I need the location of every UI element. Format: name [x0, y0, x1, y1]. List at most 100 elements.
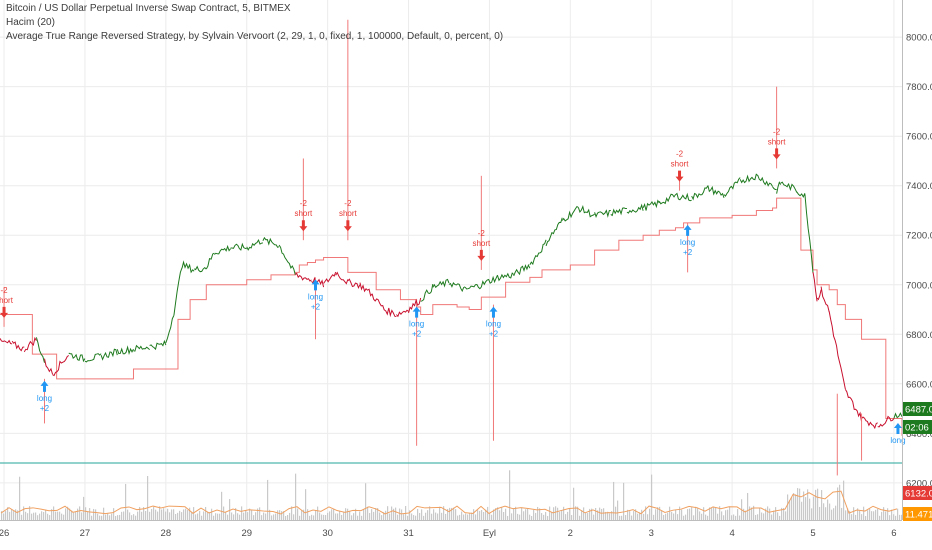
volume-bar: [545, 512, 547, 520]
volume-bar: [229, 499, 231, 520]
volume-bar: [525, 509, 527, 520]
countdown-tag-bg: [903, 420, 932, 434]
volume-bar: [471, 512, 473, 520]
volume-bar: [77, 508, 79, 520]
volume-bar: [735, 515, 737, 520]
volume-bar: [669, 506, 671, 520]
volume-bar: [121, 511, 123, 520]
volume-bar: [415, 515, 417, 520]
volume-bar: [205, 506, 207, 520]
volume-down-tag: 6132.0: [903, 486, 932, 500]
volume-bar: [733, 514, 735, 520]
volume-bar: [601, 508, 603, 520]
volume-bar: [65, 508, 67, 520]
volume-bar: [445, 513, 447, 520]
volume-bar: [751, 507, 753, 520]
volume-bar: [555, 506, 557, 520]
volume-bar: [85, 507, 87, 520]
y-tick-label: 6800.0: [906, 330, 932, 341]
volume-bar: [527, 508, 529, 520]
volume-bar: [547, 515, 549, 520]
volume-bar: [251, 509, 253, 520]
volume-bar: [783, 507, 785, 520]
volume-bar: [379, 512, 381, 520]
price-segment: [35, 337, 45, 363]
volume-bar: [353, 513, 355, 520]
volume-bar: [243, 512, 245, 520]
volume-bar: [385, 510, 387, 520]
volume-bar: [399, 508, 401, 520]
volume-bar: [245, 510, 247, 520]
volume-bar: [875, 509, 877, 520]
volume-bar: [701, 513, 703, 520]
volume-bar: [697, 507, 699, 520]
volume-bar: [585, 513, 587, 520]
volume-bar: [327, 512, 329, 520]
volume-bar: [449, 507, 451, 520]
volume-bar: [187, 510, 189, 520]
volume-bar: [593, 514, 595, 520]
volume-bar: [339, 511, 341, 520]
volume-bar: [285, 515, 287, 520]
volume-bar: [83, 496, 85, 520]
volume-bar: [231, 512, 233, 520]
volume-bar: [25, 511, 27, 520]
volume-bar: [163, 508, 165, 520]
price-segment: [205, 252, 215, 270]
volume-bar: [579, 515, 581, 520]
price-segment: [246, 238, 264, 251]
signal-qty: -2: [300, 199, 308, 208]
volume-bar: [513, 508, 515, 520]
volume-bar: [247, 512, 249, 520]
volume-bar: [361, 515, 363, 520]
legend-volume: Hacim (20): [6, 17, 55, 28]
volume-bar: [61, 513, 63, 520]
volume-bar: [599, 507, 601, 520]
y-tick-label: 7200.0: [906, 231, 932, 242]
volume-bar: [367, 506, 369, 520]
volume-bar: [847, 508, 849, 520]
volume-bar: [5, 510, 7, 520]
volume-bar: [101, 515, 103, 520]
volume-bar: [371, 509, 373, 520]
volume-bar: [113, 508, 115, 520]
price-segment: [347, 278, 361, 289]
volume-bar: [769, 508, 771, 520]
volume-bar: [705, 514, 707, 520]
volume-bar: [719, 506, 721, 520]
volume-bar: [759, 508, 761, 520]
price-segment: [173, 267, 183, 316]
price-segment: [335, 271, 349, 285]
volume-bar: [809, 498, 811, 520]
volume-bar: [179, 510, 181, 520]
x-tick-label: 5: [810, 528, 815, 539]
volume-bar: [819, 506, 821, 520]
volume-value-tag-text: 11.471M: [905, 510, 932, 521]
volume-bar: [707, 515, 709, 520]
volume-bar: [235, 508, 237, 520]
volume-bar: [549, 506, 551, 520]
volume-bar: [781, 507, 783, 520]
volume-bar: [843, 480, 845, 520]
volume-bar: [511, 513, 513, 520]
volume-bar: [357, 515, 359, 520]
long-arrow-icon: [412, 306, 421, 318]
volume-bar: [711, 507, 713, 520]
volume-bar: [671, 511, 673, 520]
volume-bar: [111, 513, 113, 520]
price-segment: [371, 293, 385, 311]
volume-bar: [771, 514, 773, 520]
volume-bar: [411, 513, 413, 520]
volume-bar: [215, 513, 217, 520]
long-arrow-icon: [489, 306, 498, 318]
x-tick-label: 4: [729, 528, 734, 539]
x-tick-label: Eyl: [483, 528, 496, 539]
volume-bar: [657, 507, 659, 520]
volume-bar: [425, 512, 427, 520]
volume-bar: [637, 513, 639, 520]
volume-bar: [803, 491, 805, 520]
